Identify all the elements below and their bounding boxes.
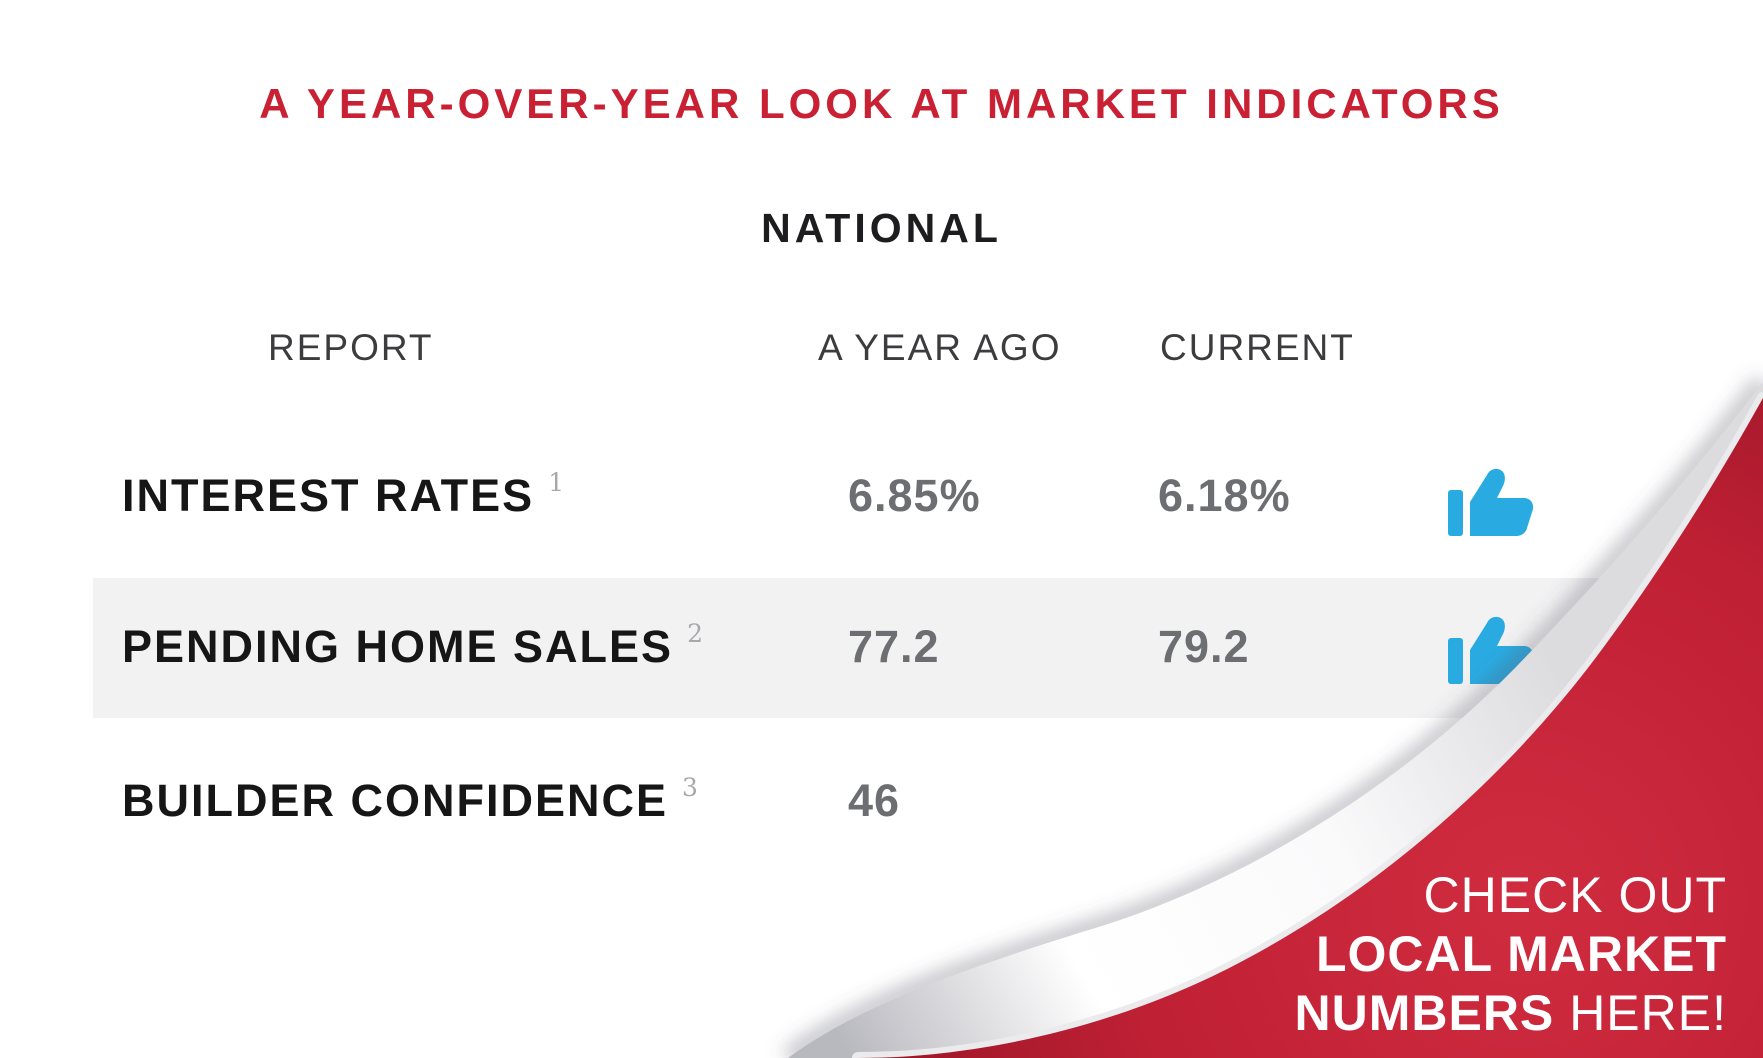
thumbs-up-icon: [1448, 468, 1534, 536]
cta-line-1: CHECK OUT: [1423, 867, 1727, 923]
year-ago-value: 46: [848, 775, 901, 826]
current-value: 6.18%: [1158, 470, 1291, 521]
curl-edge-highlight: [852, 392, 1763, 1058]
footnote-marker: 3: [682, 773, 698, 802]
report-name: PENDING HOME SALES: [122, 621, 674, 672]
column-header-year-ago: A YEAR AGO: [818, 327, 1062, 368]
current-value: 79.2: [1158, 621, 1250, 672]
cta-text: CHECK OUT LOCAL MARKET NUMBERS HERE!: [1295, 866, 1728, 1043]
red-corner: [858, 398, 1763, 1058]
page-title: A YEAR-OVER-YEAR LOOK AT MARKET INDICATO…: [259, 80, 1504, 127]
section-label: NATIONAL: [761, 205, 1002, 251]
footnote-marker: 1: [548, 468, 565, 497]
cta-line-3-bold: NUMBERS: [1294, 985, 1555, 1041]
column-header-current: CURRENT: [1160, 327, 1355, 368]
cta-line-3: NUMBERS HERE!: [1295, 984, 1728, 1043]
table-row-label: BUILDER CONFIDENCE 3: [122, 773, 698, 827]
table-row-label: INTEREST RATES 1: [122, 468, 565, 522]
column-header-report: REPORT: [268, 327, 434, 368]
cta-line-3-regular: HERE!: [1554, 985, 1727, 1041]
report-name: BUILDER CONFIDENCE: [122, 775, 669, 826]
row-highlight-band: [93, 578, 1673, 718]
report-name: INTEREST RATES: [122, 470, 535, 521]
year-ago-value: 6.85%: [848, 470, 981, 521]
footnote-marker: 2: [687, 619, 703, 648]
table-row-label: PENDING HOME SALES 2: [122, 619, 703, 673]
year-ago-value: 77.2: [848, 621, 940, 672]
curl-back: [788, 382, 1763, 1058]
cta-line-2: LOCAL MARKET: [1315, 926, 1727, 982]
